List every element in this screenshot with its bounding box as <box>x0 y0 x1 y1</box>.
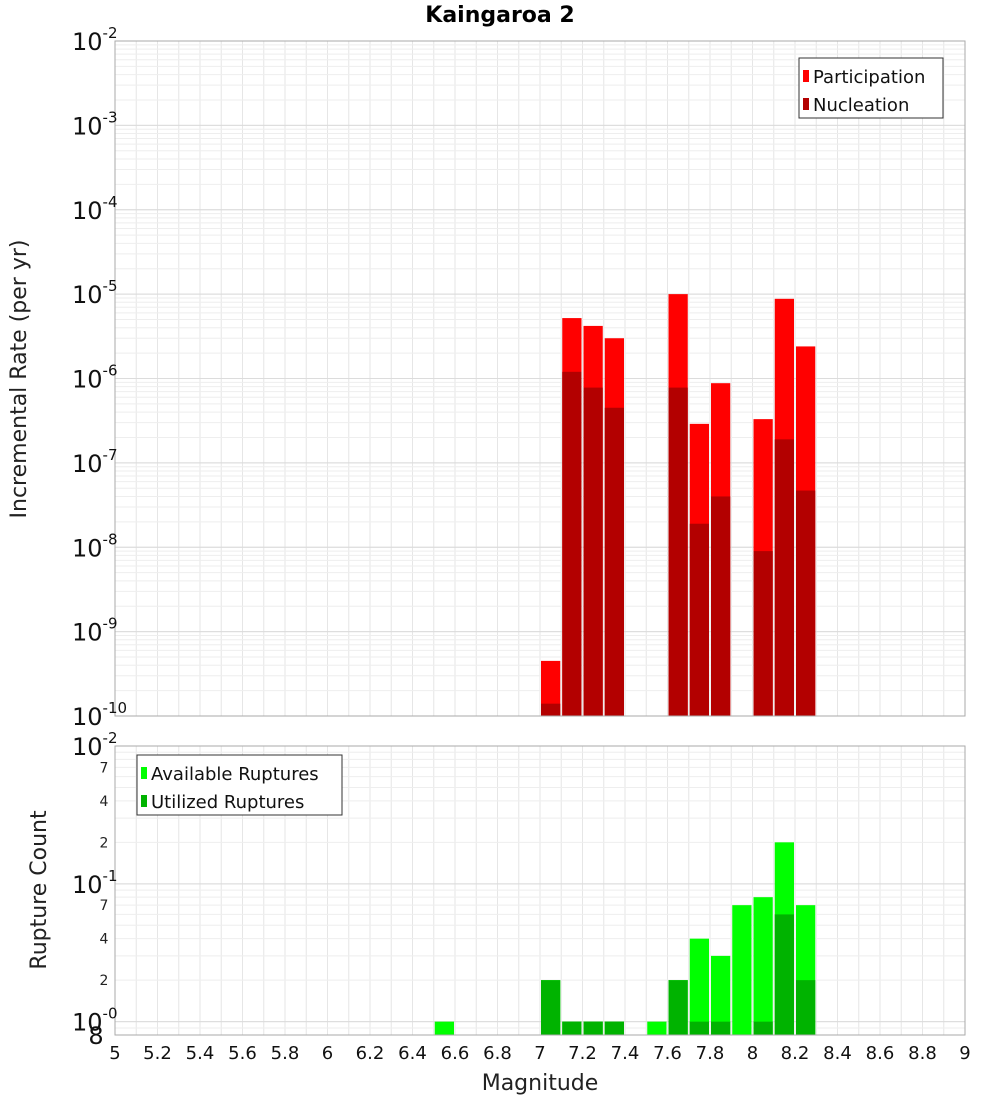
bar-nucleation <box>583 387 603 716</box>
bar-available-ruptures <box>689 938 709 1035</box>
y-minor-tick-label: 4 <box>100 932 109 948</box>
y-minor-tick-label: 7 <box>100 760 109 776</box>
x-tick-label: 5 <box>109 1043 120 1064</box>
bar-participation <box>541 660 561 716</box>
count-y-axis-label: Rupture Count <box>27 810 52 970</box>
legend-box <box>136 754 343 816</box>
plot-frame <box>114 40 966 717</box>
y-tick-label: 10-9 <box>72 615 118 647</box>
bar-available-ruptures <box>434 1021 454 1035</box>
bar-utilized-ruptures <box>562 1021 582 1035</box>
grid-lines <box>114 40 966 717</box>
x-tick-label: 7.2 <box>568 1043 597 1064</box>
y-minor-tick-label: 2 <box>100 973 109 989</box>
bar-available-ruptures <box>753 897 773 1035</box>
legend-box <box>798 57 944 119</box>
legend-swatch <box>803 70 809 82</box>
y-tick-label: 10-10 <box>72 699 127 731</box>
bar-available-ruptures <box>647 1021 667 1035</box>
bar-utilized-ruptures <box>604 1021 624 1035</box>
y-tick-label: 10-4 <box>72 193 118 225</box>
legend-label: Available Ruptures <box>151 764 319 785</box>
x-tick-label: 5.4 <box>186 1043 215 1064</box>
bar-utilized-ruptures <box>796 980 816 1035</box>
bar-nucleation <box>541 703 561 716</box>
y-tick-label: 10-0 <box>72 1005 118 1037</box>
bar-nucleation <box>711 496 731 716</box>
legend: Participation Nucleation <box>798 57 944 119</box>
x-tick-label: 7 <box>534 1043 545 1064</box>
legend-label: Participation <box>813 67 925 88</box>
x-tick-label: 7.4 <box>611 1043 640 1064</box>
x-tick-label: 5.2 <box>143 1043 172 1064</box>
bar-utilized-ruptures <box>689 1021 709 1035</box>
x-tick-label: 8.2 <box>781 1043 810 1064</box>
count-panel: 10-0 10-1 10-2 8 2 4 7 2 4 7 5 5.2 5.4 5.6 5.8 6 6.2 6.4 6… <box>72 729 971 1064</box>
y-tick-label: 10-5 <box>72 277 118 309</box>
y-tick-label: 10-7 <box>72 446 118 478</box>
bar-nucleation <box>796 490 816 716</box>
bar-nucleation <box>689 523 709 716</box>
legend-swatch <box>803 98 809 110</box>
x-tick-label: 5.6 <box>228 1043 257 1064</box>
y-tick-label: 10-8 <box>72 530 118 562</box>
y-minor-tick-label: 7 <box>100 898 109 914</box>
bar-utilized-ruptures <box>711 1021 731 1035</box>
legend-label: Nucleation <box>813 95 909 116</box>
legend-swatch <box>141 795 147 807</box>
x-tick-label: 6 <box>322 1043 333 1064</box>
y-tick-label: 10-3 <box>72 108 118 140</box>
y-tick-label: 10-1 <box>72 867 118 899</box>
x-tick-label: 8 <box>747 1043 758 1064</box>
x-tick-label: 7.6 <box>653 1043 682 1064</box>
y-minor-tick-label: 4 <box>100 794 109 810</box>
bar-nucleation <box>668 387 688 716</box>
chart-title: Kaingaroa 2 <box>425 3 574 28</box>
x-tick-label: 5.8 <box>271 1043 300 1064</box>
bar-nucleation <box>774 439 794 716</box>
x-tick-label: 8.4 <box>823 1043 852 1064</box>
x-tick-label: 6.6 <box>441 1043 470 1064</box>
legend: Available Ruptures Utilized Ruptures <box>136 754 343 816</box>
y-minor-tick-label: 2 <box>100 835 109 851</box>
x-axis-label: Magnitude <box>482 1071 599 1096</box>
plot-frame <box>114 745 966 1036</box>
y-tick-label: 10-2 <box>72 729 118 761</box>
bar-utilized-ruptures <box>583 1021 603 1035</box>
y-minor-tick-label: 8 <box>88 1022 103 1050</box>
bar-nucleation <box>753 551 773 716</box>
bar-utilized-ruptures <box>774 914 794 1035</box>
series-nucleation <box>541 371 816 716</box>
y-tick-label: 10-2 <box>72 24 118 56</box>
rate-panel: 10-10 10-9 10-8 10-7 10-6 10-5 10-4 10-3 10-2 Par… <box>72 24 966 731</box>
grid-lines <box>114 745 966 1036</box>
legend-label: Utilized Ruptures <box>151 792 304 813</box>
x-tick-label: 6.4 <box>398 1043 427 1064</box>
bar-nucleation <box>562 371 582 716</box>
x-tick-label: 9 <box>959 1043 970 1064</box>
x-tick-label: 6.8 <box>483 1043 512 1064</box>
rate-y-axis-label: Incremental Rate (per yr) <box>7 240 32 519</box>
bar-nucleation <box>604 407 624 716</box>
x-tick-label: 6.2 <box>356 1043 385 1064</box>
series-utilized-ruptures <box>541 914 816 1035</box>
x-tick-label: 8.8 <box>908 1043 937 1064</box>
bar-available-ruptures <box>732 905 752 1035</box>
y-tick-label: 10-6 <box>72 362 118 394</box>
legend-swatch <box>141 767 147 779</box>
x-tick-label: 8.6 <box>866 1043 895 1064</box>
bar-utilized-ruptures <box>668 980 688 1035</box>
x-tick-label: 7.8 <box>696 1043 725 1064</box>
bar-available-ruptures <box>711 955 731 1035</box>
bar-utilized-ruptures <box>753 1021 773 1035</box>
bar-utilized-ruptures <box>541 980 561 1035</box>
